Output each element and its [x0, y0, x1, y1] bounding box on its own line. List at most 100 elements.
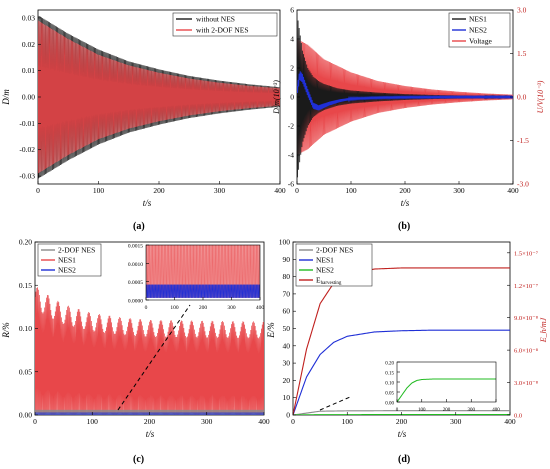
panel-c: 0.20 0.15 0.10 0.05 0.00 0 100 200 300 400 R/% t… [1, 238, 270, 466]
di-y-tick-label: 0.15 [385, 372, 394, 377]
a-x-tick-label: 300 [214, 186, 226, 195]
panel-c-inset-pointer [117, 304, 191, 411]
a-x-tick-label: 0 [36, 186, 40, 195]
panel-d-inset-y-ticks: 0.20 0.15 0.10 0.05 0.00 [385, 362, 400, 407]
inset-series-nes2 [396, 378, 496, 403]
d-y-tick-label: 90 [283, 255, 291, 264]
panel-a-xlabel: t/s [143, 198, 152, 208]
di-x-tick-label: 200 [443, 408, 451, 413]
panel-b-label: (b) [398, 221, 410, 232]
panel-a-y-ticks: 0.03 0.02 0.01 0.00 -0.01 -0.02 -0.03 [19, 13, 41, 181]
b-y-tick-label: 6 [290, 6, 294, 15]
b-x-tick-label: 100 [345, 186, 357, 195]
ci-x-tick-label: 400 [256, 305, 265, 311]
panel-d-label: (d) [398, 454, 410, 465]
ci-x-tick-label: 300 [227, 305, 236, 311]
b-x-tick-label: 300 [453, 186, 465, 195]
di-x-tick-label: 0 [396, 408, 399, 413]
panel-d-legend: 2-DOF NES NES1 NES2 Eharvesting [295, 243, 373, 287]
panel-d-ylabel: E/% [266, 322, 276, 339]
d-x-tick-label: 200 [396, 417, 408, 426]
panel-c-inset-y-ticks: 0.0015 0.0010 0.0005 0.0000 [128, 244, 149, 305]
c-x-tick-label: 300 [201, 417, 213, 426]
series-without-nes [38, 15, 280, 179]
b-x-tick-label: 200 [399, 186, 411, 195]
c-x-tick-label: 200 [144, 417, 156, 426]
d-y-tick-label: 30 [283, 359, 291, 368]
panel-b-ylabel-right: U/V(10⁻³) [536, 80, 545, 113]
di-y-tick-label: 0.05 [385, 392, 394, 397]
panel-d-inset-pointer [319, 396, 351, 411]
ci-y-tick-label: 0.0000 [128, 299, 143, 305]
panel-b-xlabel: t/s [401, 198, 410, 208]
panel-d-y-ticks-right: 1.5×10⁻⁷ 1.2×10⁻⁷ 9.0×10⁻⁸ 6.0×10⁻⁸ 3.0×10⁻⁸… [507, 250, 539, 420]
panel-b-ylabel: D/m(10⁻³) [272, 80, 281, 115]
panel-d-inset-x-ticks: 0 100 200 300 400 [396, 399, 500, 413]
di-y-tick-label: 0.00 [385, 402, 394, 407]
series-with-2dof-nes [38, 20, 280, 174]
d-y-tick-label: 10 [283, 393, 291, 402]
b-x-tick-label: 0 [295, 186, 299, 195]
panel-a: 0.03 0.02 0.01 0.00 -0.01 -0.02 -0.03 0 100 200 3… [1, 9, 286, 232]
d-x-tick-label: 0 [291, 417, 295, 426]
d-y-tick-label: 70 [283, 289, 291, 298]
c-y-tick-label: 0.20 [19, 238, 32, 247]
ci-y-tick-label: 0.0005 [128, 280, 143, 286]
panel-c-ylabel: R/% [1, 322, 11, 339]
legend-c-2dof-nes: 2-DOF NES [58, 246, 95, 255]
c-y-tick-label: 0.15 [19, 281, 32, 290]
inset-series-nes2 [146, 284, 260, 298]
a-x-tick-label: 200 [153, 186, 165, 195]
d-y-tick-label: 50 [283, 324, 291, 333]
legend-b-nes2: NES2 [469, 26, 487, 35]
a-y-tick-label: -0.03 [19, 172, 35, 181]
ci-x-tick-label: 100 [170, 305, 179, 311]
b-yr-tick-label: 3.0 [517, 6, 527, 15]
b-y-tick-label: 2 [290, 64, 294, 73]
b-yr-tick-label: -1.5 [517, 136, 529, 145]
legend-a-without-nes: without NES [196, 15, 235, 24]
panel-d-ylabel-right: E_h/mJ [539, 317, 548, 343]
panel-b-data [297, 12, 513, 178]
d-x-tick-label: 300 [450, 417, 462, 426]
d-y-tick-label: 60 [283, 307, 291, 316]
b-x-tick-label: 400 [507, 186, 519, 195]
ci-y-tick-label: 0.0015 [128, 244, 143, 250]
legend-b-nes1: NES1 [469, 15, 487, 24]
panel-c-label: (c) [133, 454, 144, 465]
legend-c-nes2: NES2 [58, 266, 76, 275]
panel-a-label: (a) [133, 221, 145, 232]
a-y-tick-label: 0.03 [22, 13, 35, 22]
d-y-tick-label: 0 [286, 411, 290, 420]
panel-a-x-ticks: 0 100 200 300 400 [36, 181, 286, 195]
panel-c-y-ticks: 0.20 0.15 0.10 0.05 0.00 [19, 238, 38, 420]
a-x-tick-label: 100 [93, 186, 105, 195]
panel-b-x-ticks: 0 100 200 300 400 [295, 181, 519, 195]
di-x-tick-label: 300 [468, 408, 476, 413]
di-x-tick-label: 100 [418, 408, 426, 413]
b-y-tick-label: 4 [290, 35, 294, 44]
a-y-tick-label: 0.02 [22, 40, 35, 49]
legend-c-nes1: NES1 [58, 256, 76, 265]
di-y-tick-label: 0.10 [385, 382, 394, 387]
c-y-tick-label: 0.10 [19, 324, 32, 333]
ci-x-tick-label: 200 [199, 305, 208, 311]
d-y-tick-label: 40 [283, 341, 291, 350]
panel-d-x-ticks: 0 100 200 300 400 [291, 412, 516, 426]
d-y-tick-label: 20 [283, 376, 291, 385]
b-yr-tick-label: 0.0 [517, 93, 527, 102]
c-x-tick-label: 400 [258, 417, 270, 426]
b-y-tick-label: -2 [288, 122, 294, 131]
a-y-tick-label: -0.01 [19, 119, 35, 128]
a-y-tick-label: -0.02 [19, 145, 35, 154]
panel-a-ylabel: D/m [1, 89, 11, 106]
a-y-tick-label: 0.00 [22, 93, 35, 102]
d-yr-tick-label: 6.0×10⁻⁸ [514, 348, 539, 355]
panel-b: 6 4 2 0 -2 -4 -6 3.0 1.5 0.0 -1.5 -3.0 0 100 200 300 4… [272, 6, 545, 233]
di-x-tick-label: 400 [492, 408, 500, 413]
di-y-tick-label: 0.20 [385, 362, 394, 367]
b-y-tick-label: 0 [290, 93, 294, 102]
b-yr-tick-label: -3.0 [517, 180, 529, 189]
